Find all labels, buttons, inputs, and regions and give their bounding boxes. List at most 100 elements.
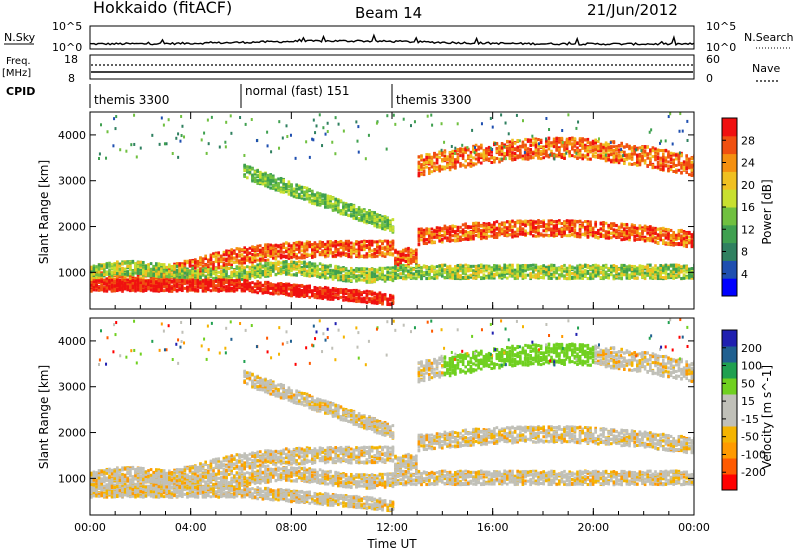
power-cell — [318, 203, 322, 207]
power-cell — [318, 253, 322, 257]
power-cell — [357, 209, 361, 213]
power-cell — [298, 266, 301, 270]
power-cell — [256, 263, 259, 267]
power-cell — [305, 285, 309, 289]
power-cell — [407, 261, 410, 265]
power-cell — [136, 283, 140, 287]
power-cell — [368, 220, 371, 224]
power-cell — [162, 280, 166, 284]
power-cell — [420, 266, 423, 270]
power-cell — [175, 282, 179, 286]
power-cell — [339, 212, 343, 216]
power-cell — [443, 236, 447, 240]
power-cell — [443, 167, 447, 171]
power-cell — [136, 265, 140, 269]
power-cell — [272, 185, 275, 189]
power-cell — [178, 266, 181, 270]
power-cell — [149, 280, 153, 284]
power-cell — [209, 262, 213, 266]
power-cell — [350, 275, 353, 279]
power-cell — [441, 227, 444, 231]
power-cell — [225, 252, 228, 256]
power-cell — [326, 265, 330, 269]
power-cell — [227, 277, 231, 281]
power-cell — [186, 261, 189, 265]
power-cell — [386, 303, 389, 307]
power-cell — [292, 293, 296, 297]
power-cell — [391, 266, 395, 270]
power-cell — [240, 253, 244, 257]
power-cell — [233, 260, 236, 264]
power-cell — [144, 284, 148, 288]
power-cell — [113, 266, 116, 270]
power-cell — [381, 302, 384, 306]
power-cell — [373, 301, 376, 305]
power-cell — [360, 273, 363, 277]
power-cell — [324, 242, 327, 246]
power-cell — [368, 270, 371, 274]
power-cell — [329, 250, 332, 254]
power-cell — [261, 271, 265, 275]
power-cell — [269, 264, 272, 268]
power-cell — [446, 274, 449, 278]
power-cell — [311, 192, 314, 196]
power-cell — [347, 289, 350, 293]
power-cell — [246, 277, 249, 281]
power-cell — [357, 289, 361, 293]
power-cell — [285, 246, 288, 250]
power-cell — [178, 271, 181, 275]
power-cell — [108, 268, 111, 272]
power-cell — [451, 226, 454, 230]
power-cell — [142, 260, 145, 264]
power-cell — [448, 268, 452, 272]
power-cell — [261, 291, 265, 295]
power-cell — [277, 287, 280, 291]
power-cell — [225, 274, 228, 278]
power-cell — [308, 240, 311, 244]
power-cell — [355, 276, 358, 280]
power-cell — [246, 253, 249, 257]
power-cell — [246, 282, 249, 286]
power-cell — [339, 270, 343, 274]
power-cell — [337, 288, 340, 292]
power-cell — [321, 275, 324, 279]
power-cell — [264, 281, 267, 285]
power-cell — [370, 275, 374, 279]
power-cell — [274, 183, 278, 187]
power-cell — [131, 259, 135, 263]
power-cell — [311, 199, 314, 203]
power-cell — [352, 216, 356, 220]
power-cell — [269, 261, 272, 265]
power-cell — [212, 265, 215, 269]
power-cell — [409, 260, 413, 264]
power-cell — [305, 290, 309, 294]
power-cell — [188, 280, 192, 284]
power-cell — [300, 283, 304, 287]
power-cell — [194, 280, 197, 284]
power-cell — [222, 250, 226, 254]
power-cell — [430, 155, 434, 159]
power-cell — [417, 227, 421, 231]
power-cell — [339, 254, 343, 258]
power-cell — [394, 256, 397, 260]
power-cell — [383, 279, 387, 283]
power-cell — [409, 271, 413, 275]
power-cell — [207, 270, 210, 274]
power-cell — [391, 275, 395, 279]
power-cell — [321, 267, 324, 271]
power-cell — [365, 255, 369, 259]
power-cell — [313, 246, 317, 250]
power-cell — [243, 270, 246, 274]
power-cell — [373, 276, 376, 280]
power-cell — [282, 254, 285, 258]
power-cell — [363, 220, 366, 224]
power-cell — [186, 286, 189, 290]
power-cell — [303, 267, 306, 271]
power-cell — [238, 278, 241, 282]
power-cell — [105, 270, 109, 274]
power-cell — [318, 192, 322, 196]
power-cell — [285, 183, 288, 187]
power-cell — [381, 299, 384, 303]
power-cell — [428, 267, 431, 271]
power-cell — [321, 194, 324, 198]
